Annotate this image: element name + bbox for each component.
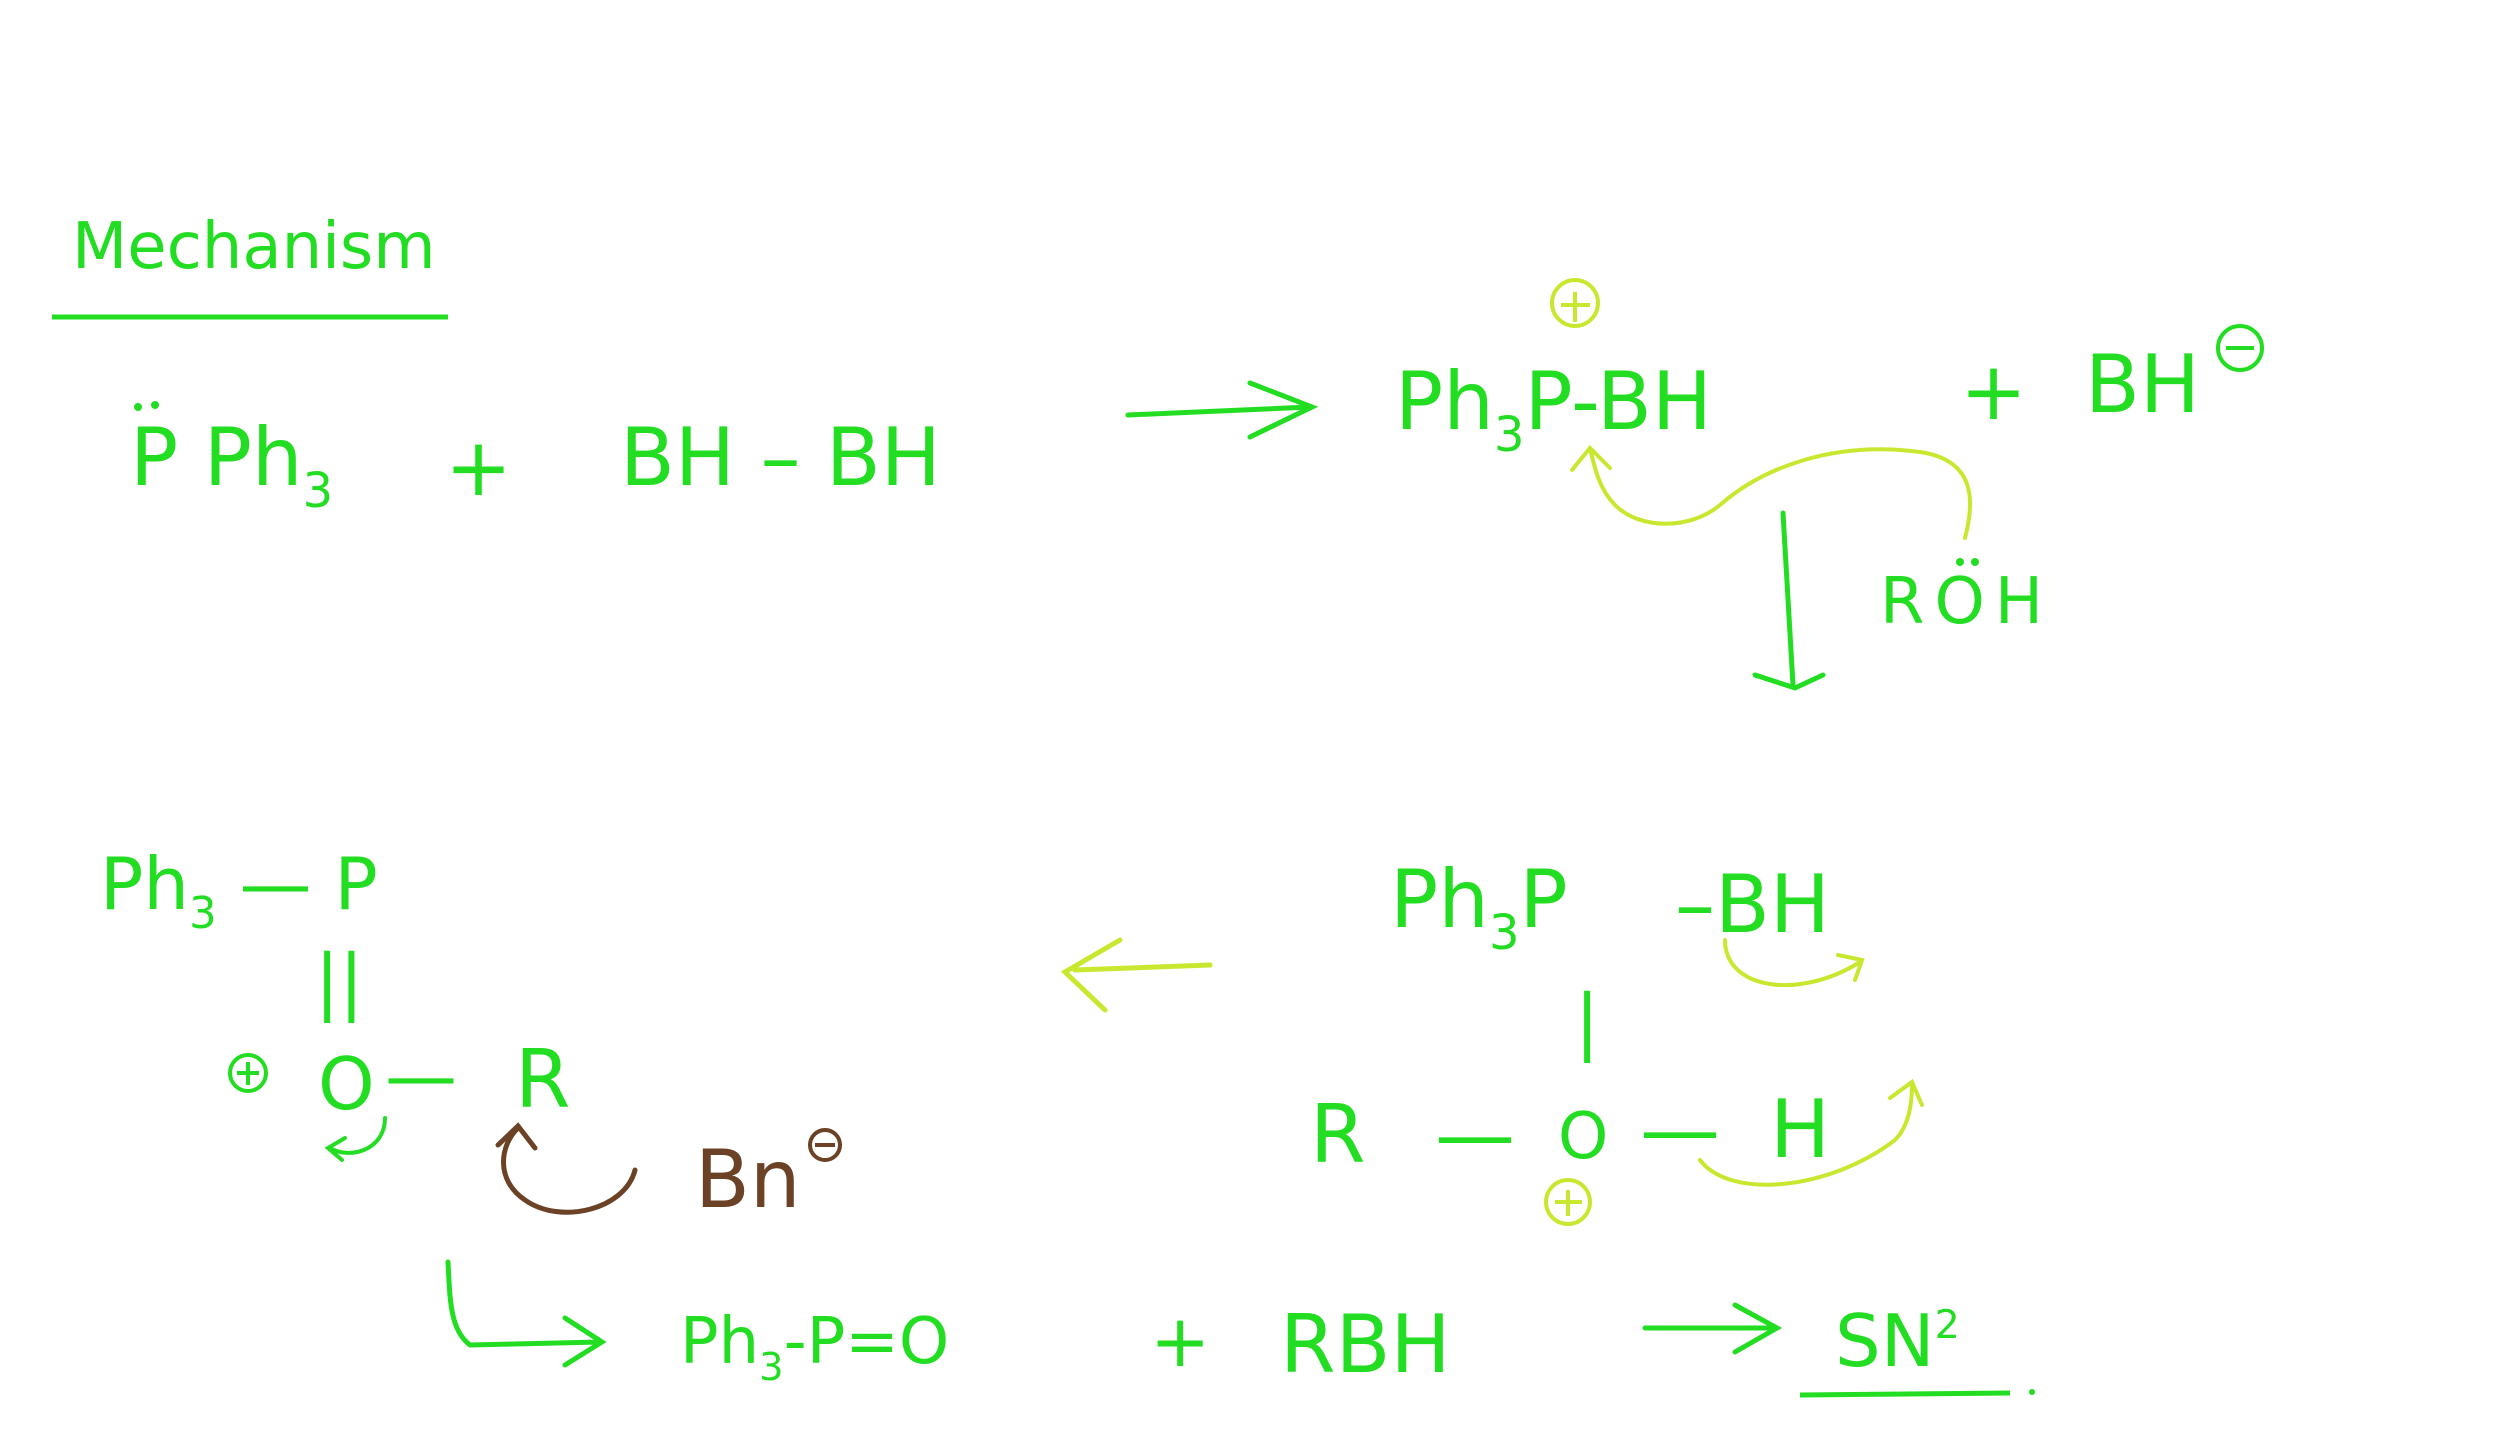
r-group: R: [1310, 1088, 1366, 1181]
oxygen-atom: O: [1558, 1100, 1609, 1174]
p-o-double-bond: ||: [315, 939, 364, 1023]
phenyl-group: Ph: [1395, 355, 1494, 448]
p-o-bond: |: [1575, 979, 1600, 1063]
subscript: 3: [759, 1345, 784, 1391]
p-o-group: -P=O: [783, 1305, 950, 1379]
sn-order: 2: [1934, 1302, 1960, 1349]
positive-charge-circle-2: [1544, 1178, 1592, 1226]
negative-charge-circle: [2216, 324, 2264, 372]
subscript: 3: [189, 889, 217, 940]
curly-arrow-roh: [1570, 445, 1972, 540]
subscript: 3: [1493, 406, 1525, 463]
lone-pair-dot: [134, 403, 142, 411]
reaction-arrow-3: [1642, 1302, 1783, 1355]
curly-arrow-bromide: [495, 1122, 638, 1215]
plus-sign: +: [445, 421, 513, 514]
phenyl-group: Ph: [680, 1305, 760, 1379]
phenyl-group: Ph: [1390, 853, 1489, 946]
lone-pair-dot: [1971, 558, 1979, 566]
bromide-nucleophile: Bn: [695, 1133, 801, 1226]
phenyl-group: Ph: [203, 411, 303, 504]
phosphorus-atom: P: [130, 411, 179, 504]
positive-charge-circle: [1550, 278, 1600, 328]
ph-p-bond: —: [239, 842, 312, 926]
p-br-bond-2: –BH: [1675, 858, 1831, 951]
r-group-2: R: [515, 1033, 571, 1126]
hook-arrow: [445, 1259, 607, 1368]
phenyl-group: Ph: [100, 842, 190, 926]
plus-sign-2: +: [1960, 345, 2028, 438]
oxygen-atom-2: O: [318, 1042, 375, 1126]
o-h-bond: —: [1640, 1083, 1720, 1176]
alkyl-bromide: RBH: [1280, 1298, 1451, 1391]
o-r-bond: —: [385, 1034, 457, 1118]
reactant-br2: BH – BH: [620, 411, 941, 504]
sn2-underline: [1799, 1390, 2011, 1398]
positive-charge-circle-3: [228, 1053, 268, 1093]
subscript: 3: [1488, 904, 1520, 961]
r-o-bond: —: [1435, 1088, 1515, 1181]
sn2-label: SN2: [1835, 1305, 1960, 1377]
triphenylphosphine-oxide: Ph3-P=O: [680, 1310, 949, 1387]
bromide-ion: BH: [2085, 338, 2201, 431]
phosphorus-atom: P: [1519, 853, 1568, 946]
down-arrow: [1752, 510, 1826, 691]
intermediate-top: Ph3P: [1390, 860, 1568, 957]
reactant-pph3: P Ph3: [130, 418, 333, 515]
p-br-bond: P-BH: [1524, 355, 1713, 448]
lone-pair-dot: [151, 401, 159, 409]
negative-charge-circle-2: [808, 1128, 842, 1162]
alkoxyphosphonium-top: Ph3 — P: [100, 848, 378, 936]
curly-arrow-o: [324, 1116, 387, 1162]
hydrogen-atom: H: [1770, 1083, 1831, 1176]
sn-text: SN: [1835, 1299, 1935, 1383]
phosphorus-atom: P: [334, 842, 378, 926]
reaction-arrow-2: [1060, 937, 1213, 1013]
product-phosphonium: Ph3P-BH: [1395, 362, 1712, 459]
page-title: Mechanism: [72, 210, 436, 284]
curly-arrow-pbr: [1723, 938, 1865, 988]
lone-pair-dot: [1956, 558, 1964, 566]
curly-arrow-oh: [1698, 1078, 1924, 1187]
reagent-roh: ROH: [1880, 565, 2053, 639]
reaction-arrow-1: [1125, 380, 1319, 440]
plus-sign-3: +: [1150, 1299, 1211, 1383]
subscript: 3: [302, 462, 334, 519]
